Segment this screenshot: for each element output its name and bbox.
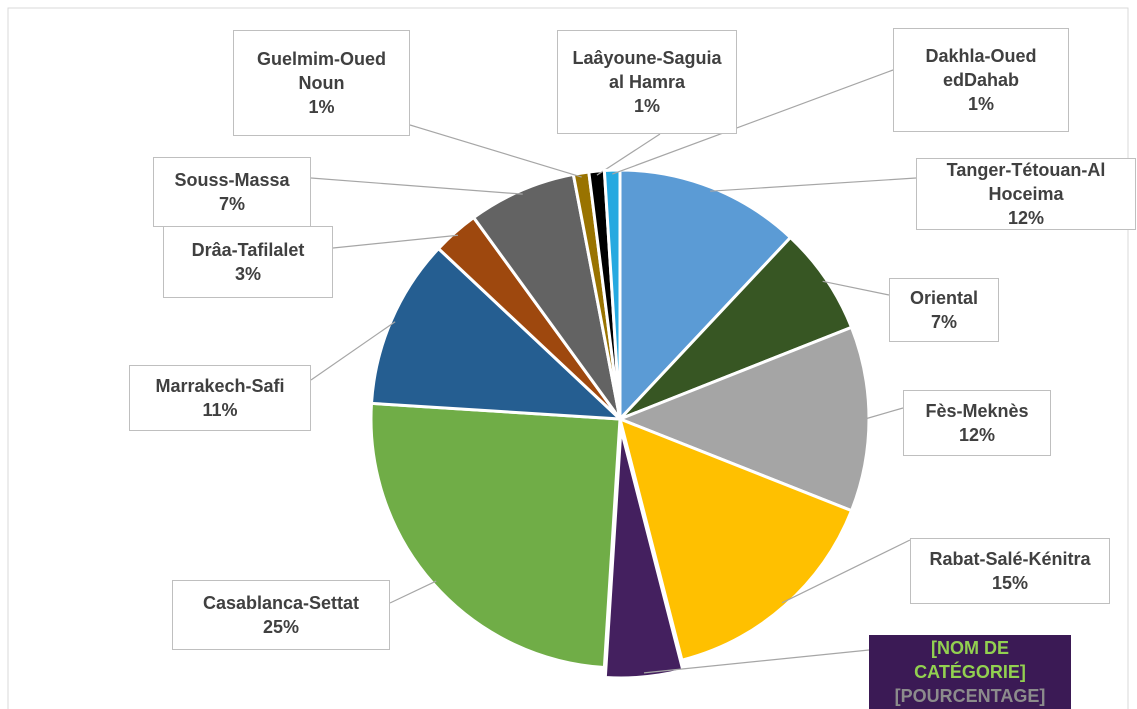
pie-slice <box>602 168 622 420</box>
pie-slice <box>369 246 625 421</box>
data-label: Fès-Meknès 12% <box>903 390 1051 456</box>
leader-line <box>409 124 582 178</box>
leader-line <box>864 407 904 420</box>
leader-line <box>710 177 917 192</box>
leader-line <box>332 234 459 249</box>
leader-line <box>643 649 870 674</box>
pie-slice <box>618 168 793 423</box>
pie-slice <box>618 235 854 421</box>
value-label: 1% <box>633 96 660 116</box>
category-name: Fès-Meknès <box>925 401 1029 421</box>
category-name: Tanger-Tétouan-Al Hoceima <box>946 160 1106 204</box>
value-label: [POURCENTAGE] <box>894 686 1046 706</box>
data-label: Rabat-Salé-Kénitra 15% <box>910 538 1110 604</box>
data-label: Souss-Massa 7% <box>153 157 311 227</box>
value-label: 1% <box>967 94 994 114</box>
leader-line <box>822 280 890 296</box>
category-name: Rabat-Salé-Kénitra <box>929 549 1091 569</box>
data-label: Dakhla-Oued edDahab 1% <box>893 28 1069 132</box>
leader-line <box>596 133 661 176</box>
category-name: [NOM DE CATÉGORIE] <box>914 638 1026 682</box>
value-label: 25% <box>262 617 300 637</box>
pie-slice <box>603 428 685 680</box>
leader-line <box>781 539 911 604</box>
pie-slice <box>471 172 622 420</box>
data-label: Guelmim-Oued Noun 1% <box>233 30 410 136</box>
data-label: Laâyoune-Saguia al Hamra 1% <box>557 30 737 134</box>
data-label: Casablanca-Settat 25% <box>172 580 390 650</box>
category-name: Drâa-Tafilalet <box>191 240 305 260</box>
pie-slice <box>369 401 622 670</box>
leader-line <box>612 69 894 175</box>
category-name: Marrakech-Safi <box>155 376 285 396</box>
pie-slice <box>617 416 854 663</box>
value-label: 12% <box>1007 208 1045 228</box>
data-label: Drâa-Tafilalet 3% <box>163 226 333 298</box>
category-name: Laâyoune-Saguia al Hamra <box>572 48 722 92</box>
data-label: Oriental 7% <box>889 278 999 342</box>
value-label: 11% <box>202 400 238 420</box>
data-label: Tanger-Tétouan-Al Hoceima 12% <box>916 158 1136 230</box>
category-name: Oriental <box>909 288 979 308</box>
data-label: Marrakech-Safi 11% <box>129 365 311 431</box>
category-name: Dakhla-Oued edDahab <box>925 46 1037 90</box>
leader-line <box>310 177 523 195</box>
leader-line <box>310 321 396 381</box>
value-label: 7% <box>218 194 245 214</box>
category-name: Casablanca-Settat <box>202 593 360 613</box>
chart-frame <box>7 7 1129 709</box>
value-label: 12% <box>958 425 996 445</box>
category-name: Guelmim-Oued Noun <box>256 49 386 93</box>
pie-slice <box>615 325 871 513</box>
category-name: Souss-Massa <box>174 170 290 190</box>
value-label: 7% <box>930 312 957 332</box>
value-label: 1% <box>308 97 335 117</box>
leader-line <box>389 580 437 604</box>
value-label: 3% <box>234 264 261 284</box>
value-label: 15% <box>991 573 1029 593</box>
data-label: [NOM DE CATÉGORIE] [POURCENTAGE] <box>869 635 1071 709</box>
